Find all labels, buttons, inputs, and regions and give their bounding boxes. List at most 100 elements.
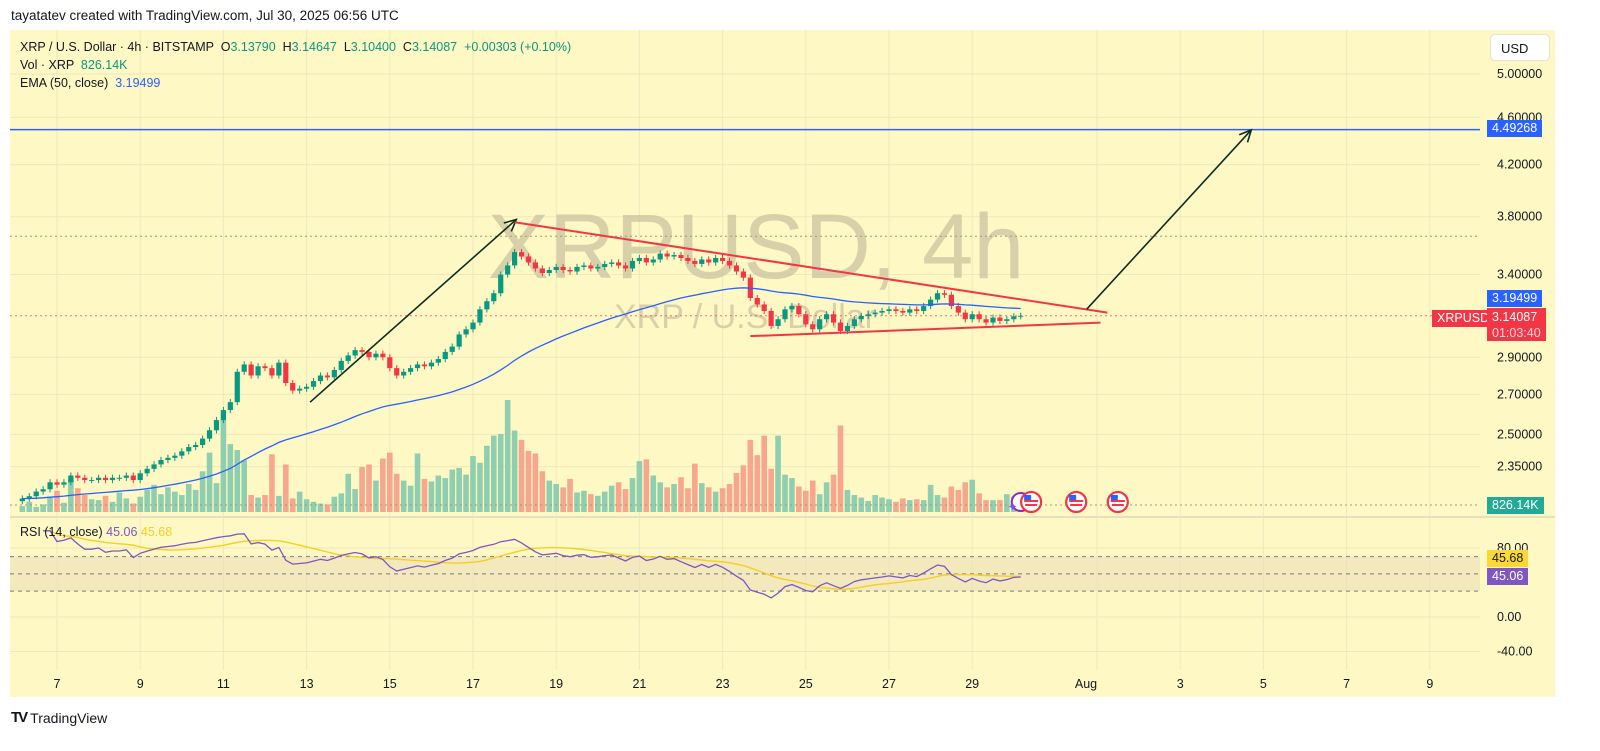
candle: [421, 361, 428, 370]
candle: [373, 350, 379, 361]
volume-bar: [296, 491, 303, 512]
candle: [40, 486, 46, 495]
candle: [512, 248, 518, 269]
rsi-label[interactable]: RSI (14, close): [20, 525, 103, 539]
time-tick-label: 17: [466, 677, 480, 691]
candle: [477, 306, 483, 326]
candle-body: [144, 468, 150, 474]
candle-body: [1018, 315, 1024, 317]
volume-bar: [40, 504, 46, 512]
candle-body: [123, 475, 129, 478]
volume-label[interactable]: Vol · XRP: [20, 58, 74, 72]
candle: [907, 306, 913, 316]
candle-body: [872, 312, 878, 315]
candle-body: [643, 257, 649, 263]
volume-bar: [283, 464, 289, 512]
candle: [297, 385, 303, 394]
candle-body: [248, 364, 254, 376]
sparkle-icon: ✦: [1008, 500, 1018, 514]
candle-body: [255, 366, 261, 376]
candle-body: [539, 268, 545, 274]
volume-bar: [546, 480, 553, 512]
candle: [151, 461, 157, 472]
candle: [525, 253, 532, 266]
volume-bars: [19, 400, 1024, 512]
volume-bar: [165, 487, 171, 512]
candle-body: [352, 350, 358, 356]
volume-bar: [504, 400, 511, 512]
candle: [851, 316, 857, 330]
candle: [518, 248, 525, 260]
volume-bar: [289, 498, 296, 512]
candle-body: [692, 260, 698, 264]
time-tick-label: 9: [137, 677, 144, 691]
candle-body: [706, 259, 712, 263]
time-tick-label: 13: [300, 677, 314, 691]
candle-body: [428, 362, 434, 367]
volume-bar: [19, 506, 26, 512]
symbol-title[interactable]: XRP / U.S. Dollar · 4h · BITSTAMP: [20, 40, 214, 54]
candle: [941, 290, 948, 298]
candle-body: [997, 317, 1003, 321]
candle-body: [283, 362, 289, 383]
volume-bar: [913, 499, 920, 512]
candle-body: [456, 334, 462, 347]
ema-price-badge: 3.19499: [1487, 290, 1543, 307]
candle: [713, 254, 719, 266]
footer-brand[interactable]: TV TradingView: [11, 709, 107, 726]
volume-bar: [768, 468, 774, 512]
volume-bar: [525, 450, 532, 512]
candle-body: [109, 477, 116, 481]
candle: [456, 331, 462, 350]
volume-bar: [844, 489, 851, 512]
horizontal-lines: [10, 128, 1480, 506]
candle-body: [837, 322, 844, 332]
candle-body: [546, 269, 552, 274]
candle: [130, 472, 136, 484]
volume-bar: [54, 490, 60, 512]
watermark: XRPUSD, 4h XRP / U.S. Dollar: [488, 196, 1025, 336]
volume-bar: [733, 472, 740, 512]
candle: [144, 465, 150, 477]
candle: [948, 291, 954, 310]
arrowhead-icon: [1238, 128, 1253, 143]
candle-body: [262, 366, 268, 369]
candle: [345, 352, 351, 364]
candle-body: [976, 314, 982, 320]
candle-body: [858, 315, 864, 320]
volume-bar: [893, 501, 899, 512]
candle: [796, 302, 802, 318]
symbol-tag: XRPUSD: [1432, 310, 1495, 327]
candle-body: [616, 262, 622, 266]
volume-bar: [338, 493, 345, 512]
candle-body: [186, 447, 192, 452]
candle-body: [886, 309, 892, 311]
candle-body: [609, 262, 615, 264]
volume-bar: [310, 501, 317, 512]
volume-bar: [61, 502, 67, 512]
candle-body: [574, 266, 580, 272]
candle: [165, 454, 171, 464]
volume-bar: [872, 495, 878, 512]
flag-stripe: [1069, 500, 1084, 502]
candle-body: [830, 314, 837, 323]
volume-bar: [574, 492, 580, 512]
candle-body: [879, 310, 885, 313]
volume-bar: [553, 484, 559, 512]
candle: [262, 363, 268, 372]
candle-body: [671, 255, 677, 257]
candle: [442, 348, 448, 363]
candle-body: [720, 257, 726, 261]
candle-body: [269, 368, 275, 376]
volume-bar: [539, 471, 546, 512]
candle: [810, 321, 816, 333]
currency-button[interactable]: USD: [1490, 34, 1550, 61]
time-tick-label: 29: [965, 677, 979, 691]
volume-bar: [185, 484, 192, 512]
rsi-ma-badge: 45.68: [1487, 550, 1529, 567]
ema-label[interactable]: EMA (50, close): [20, 76, 109, 90]
candle-body: [969, 314, 975, 320]
candle-body: [220, 410, 226, 421]
candle: [435, 355, 441, 366]
